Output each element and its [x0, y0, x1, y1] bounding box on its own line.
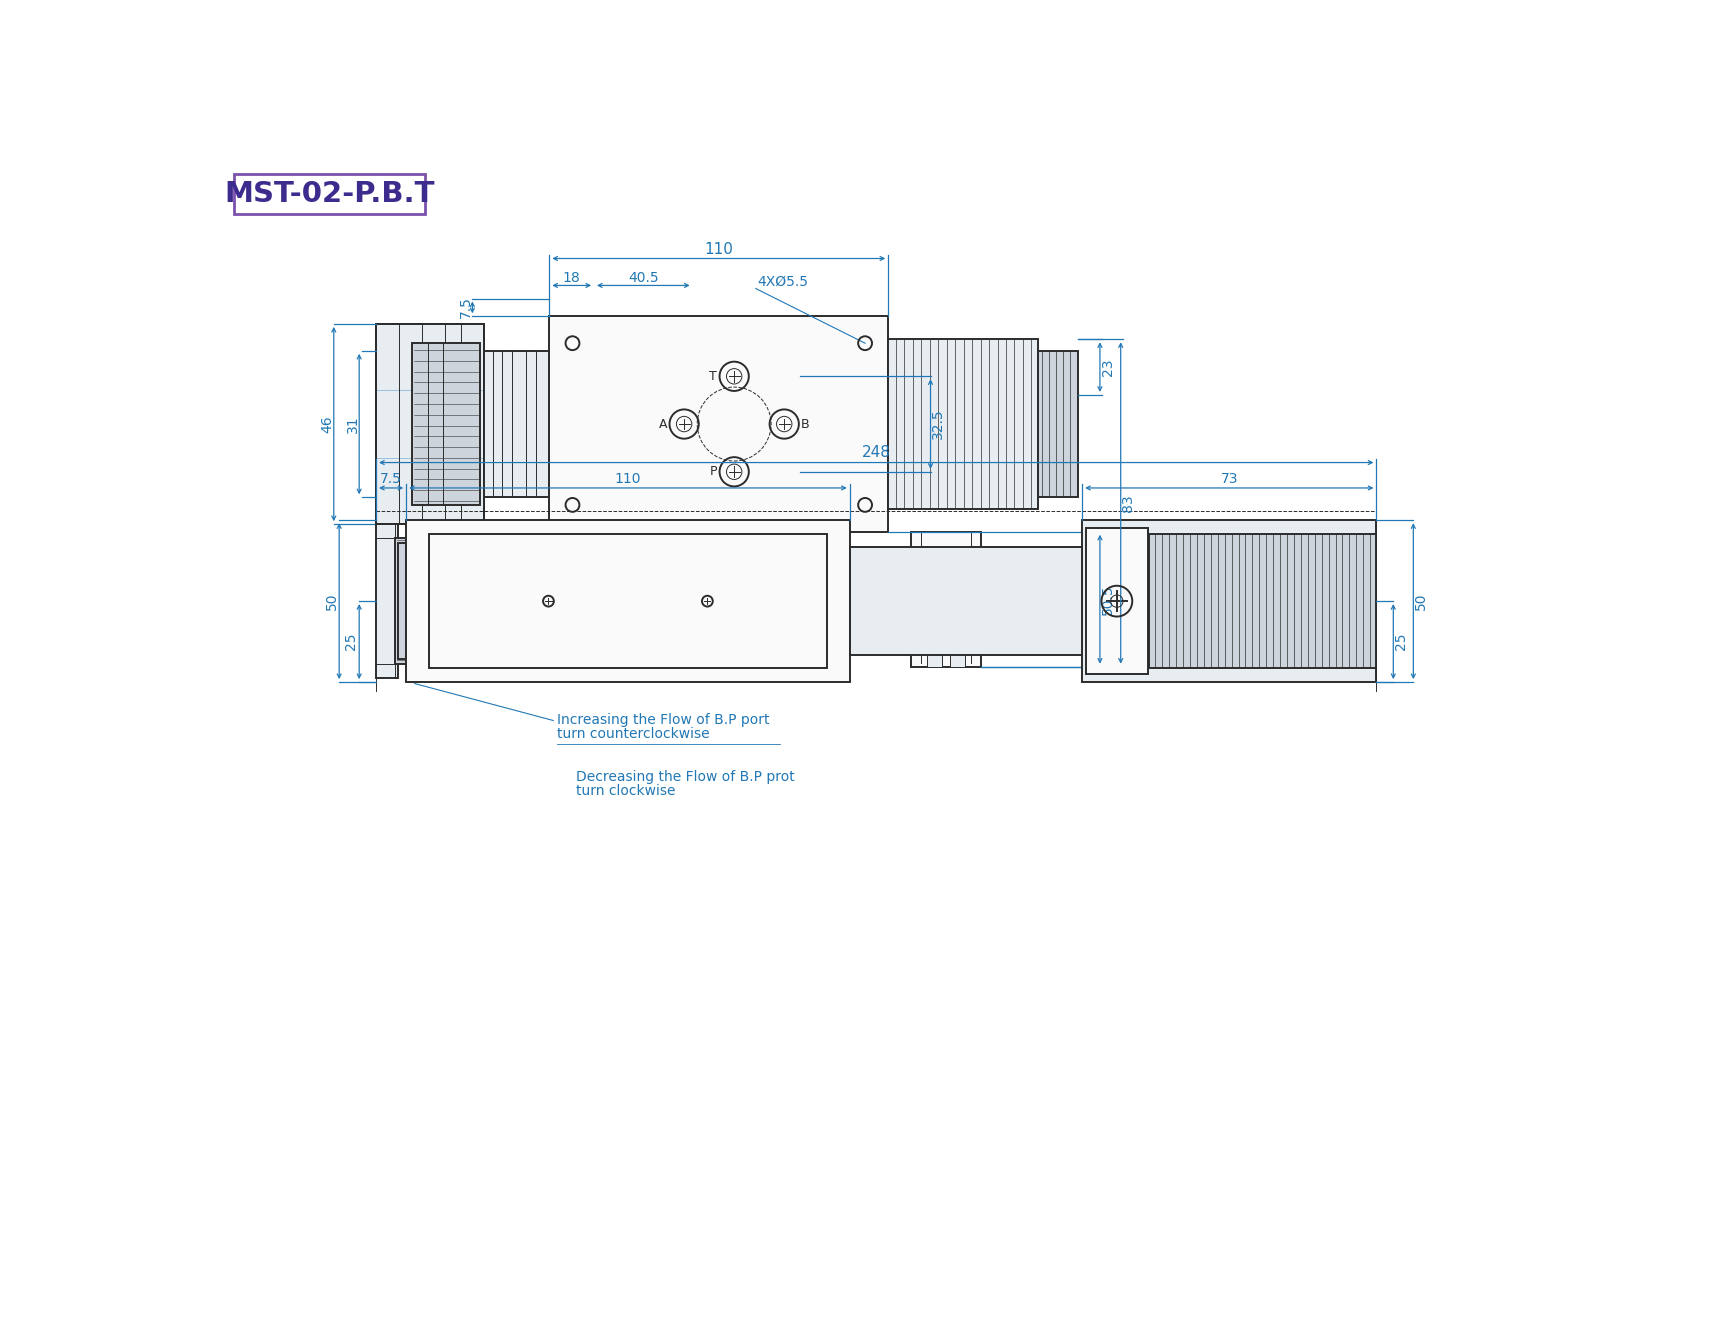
Bar — [889, 339, 1039, 508]
Text: T: T — [709, 370, 717, 383]
Bar — [233, 174, 425, 214]
Text: 110: 110 — [704, 242, 733, 257]
Bar — [1039, 351, 1079, 498]
Bar — [1085, 528, 1147, 675]
Bar — [395, 539, 433, 664]
Text: B: B — [801, 417, 810, 430]
Text: 4XØ5.5: 4XØ5.5 — [757, 275, 808, 289]
Text: 110: 110 — [615, 471, 642, 486]
Text: A: A — [659, 417, 668, 430]
Text: 25: 25 — [1394, 632, 1407, 651]
Bar — [950, 647, 966, 667]
Text: 18: 18 — [563, 271, 580, 285]
Bar — [377, 524, 399, 678]
Text: P: P — [710, 465, 717, 478]
Text: 40.5: 40.5 — [628, 271, 659, 285]
Text: 83: 83 — [1121, 494, 1135, 512]
Text: 50.5: 50.5 — [1101, 583, 1115, 615]
Text: turn counterclockwise: turn counterclockwise — [556, 727, 710, 742]
Bar — [406, 520, 849, 682]
Text: 248: 248 — [861, 445, 890, 461]
Text: 23: 23 — [1101, 358, 1115, 376]
Text: 73: 73 — [1221, 471, 1238, 486]
Bar — [1149, 535, 1376, 668]
Bar — [484, 351, 550, 498]
Text: 7.5: 7.5 — [459, 297, 473, 318]
Bar — [911, 532, 981, 667]
Text: Decreasing the Flow of B.P prot: Decreasing the Flow of B.P prot — [577, 770, 794, 784]
Text: 31: 31 — [346, 416, 360, 433]
Text: turn clockwise: turn clockwise — [577, 784, 676, 799]
Text: 50: 50 — [1414, 593, 1428, 610]
Text: 25: 25 — [344, 632, 358, 651]
Bar — [550, 317, 889, 532]
Bar — [399, 544, 406, 659]
Text: 50: 50 — [325, 593, 339, 610]
Bar — [849, 548, 1082, 655]
Text: 32.5: 32.5 — [931, 409, 945, 440]
Bar — [377, 323, 484, 524]
Bar — [413, 343, 479, 506]
Text: Increasing the Flow of B.P port: Increasing the Flow of B.P port — [556, 713, 770, 726]
Text: 46: 46 — [320, 416, 334, 433]
Text: 7.5: 7.5 — [380, 471, 402, 486]
Bar — [926, 647, 942, 667]
Bar — [1082, 520, 1376, 682]
Bar — [430, 535, 827, 668]
Text: MST-02-P.B.T: MST-02-P.B.T — [224, 180, 435, 207]
